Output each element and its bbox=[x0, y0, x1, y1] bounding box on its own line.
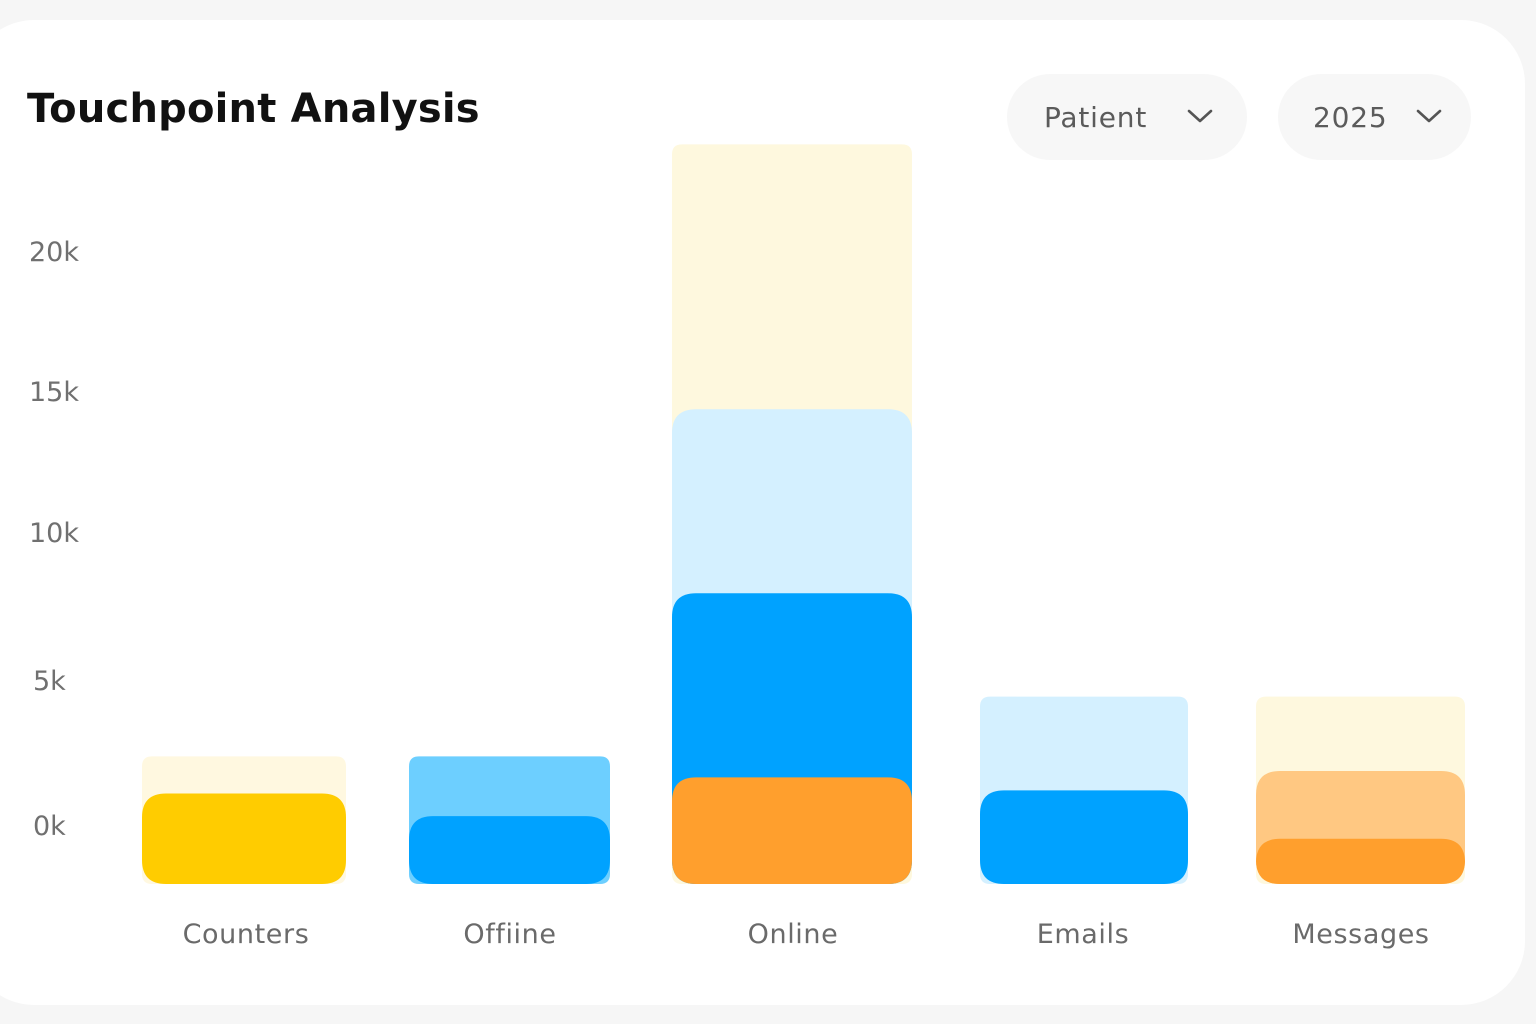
y-tick-label: 5k bbox=[33, 666, 66, 697]
bar-segment-messages-0[interactable] bbox=[1256, 838, 1465, 884]
x-category-label: Emails bbox=[1037, 919, 1130, 950]
chevron-down-icon bbox=[1416, 109, 1442, 123]
audience-dropdown[interactable]: Patient bbox=[1007, 74, 1247, 160]
audience-dropdown-label: Patient bbox=[1044, 100, 1148, 134]
chevron-down-icon bbox=[1187, 109, 1213, 123]
y-tick-label: 15k bbox=[29, 377, 79, 408]
x-category-label: Online bbox=[748, 919, 839, 950]
x-category-label: Messages bbox=[1292, 919, 1429, 950]
bar-segment-emails-0[interactable] bbox=[980, 790, 1188, 884]
bar-segment-online-0[interactable] bbox=[672, 777, 912, 884]
year-dropdown-label: 2025 bbox=[1313, 100, 1388, 134]
y-tick-label: 10k bbox=[29, 518, 79, 549]
x-category-label: Offiine bbox=[463, 919, 556, 950]
x-category-label: Counters bbox=[183, 919, 310, 950]
bar-segment-counters-0[interactable] bbox=[142, 793, 346, 884]
bar-segment-offiine-0[interactable] bbox=[409, 816, 610, 884]
y-tick-label: 20k bbox=[29, 237, 79, 268]
chart-title: Touchpoint Analysis bbox=[27, 86, 480, 132]
year-dropdown[interactable]: 2025 bbox=[1278, 74, 1471, 160]
y-tick-label: 0k bbox=[33, 811, 66, 842]
